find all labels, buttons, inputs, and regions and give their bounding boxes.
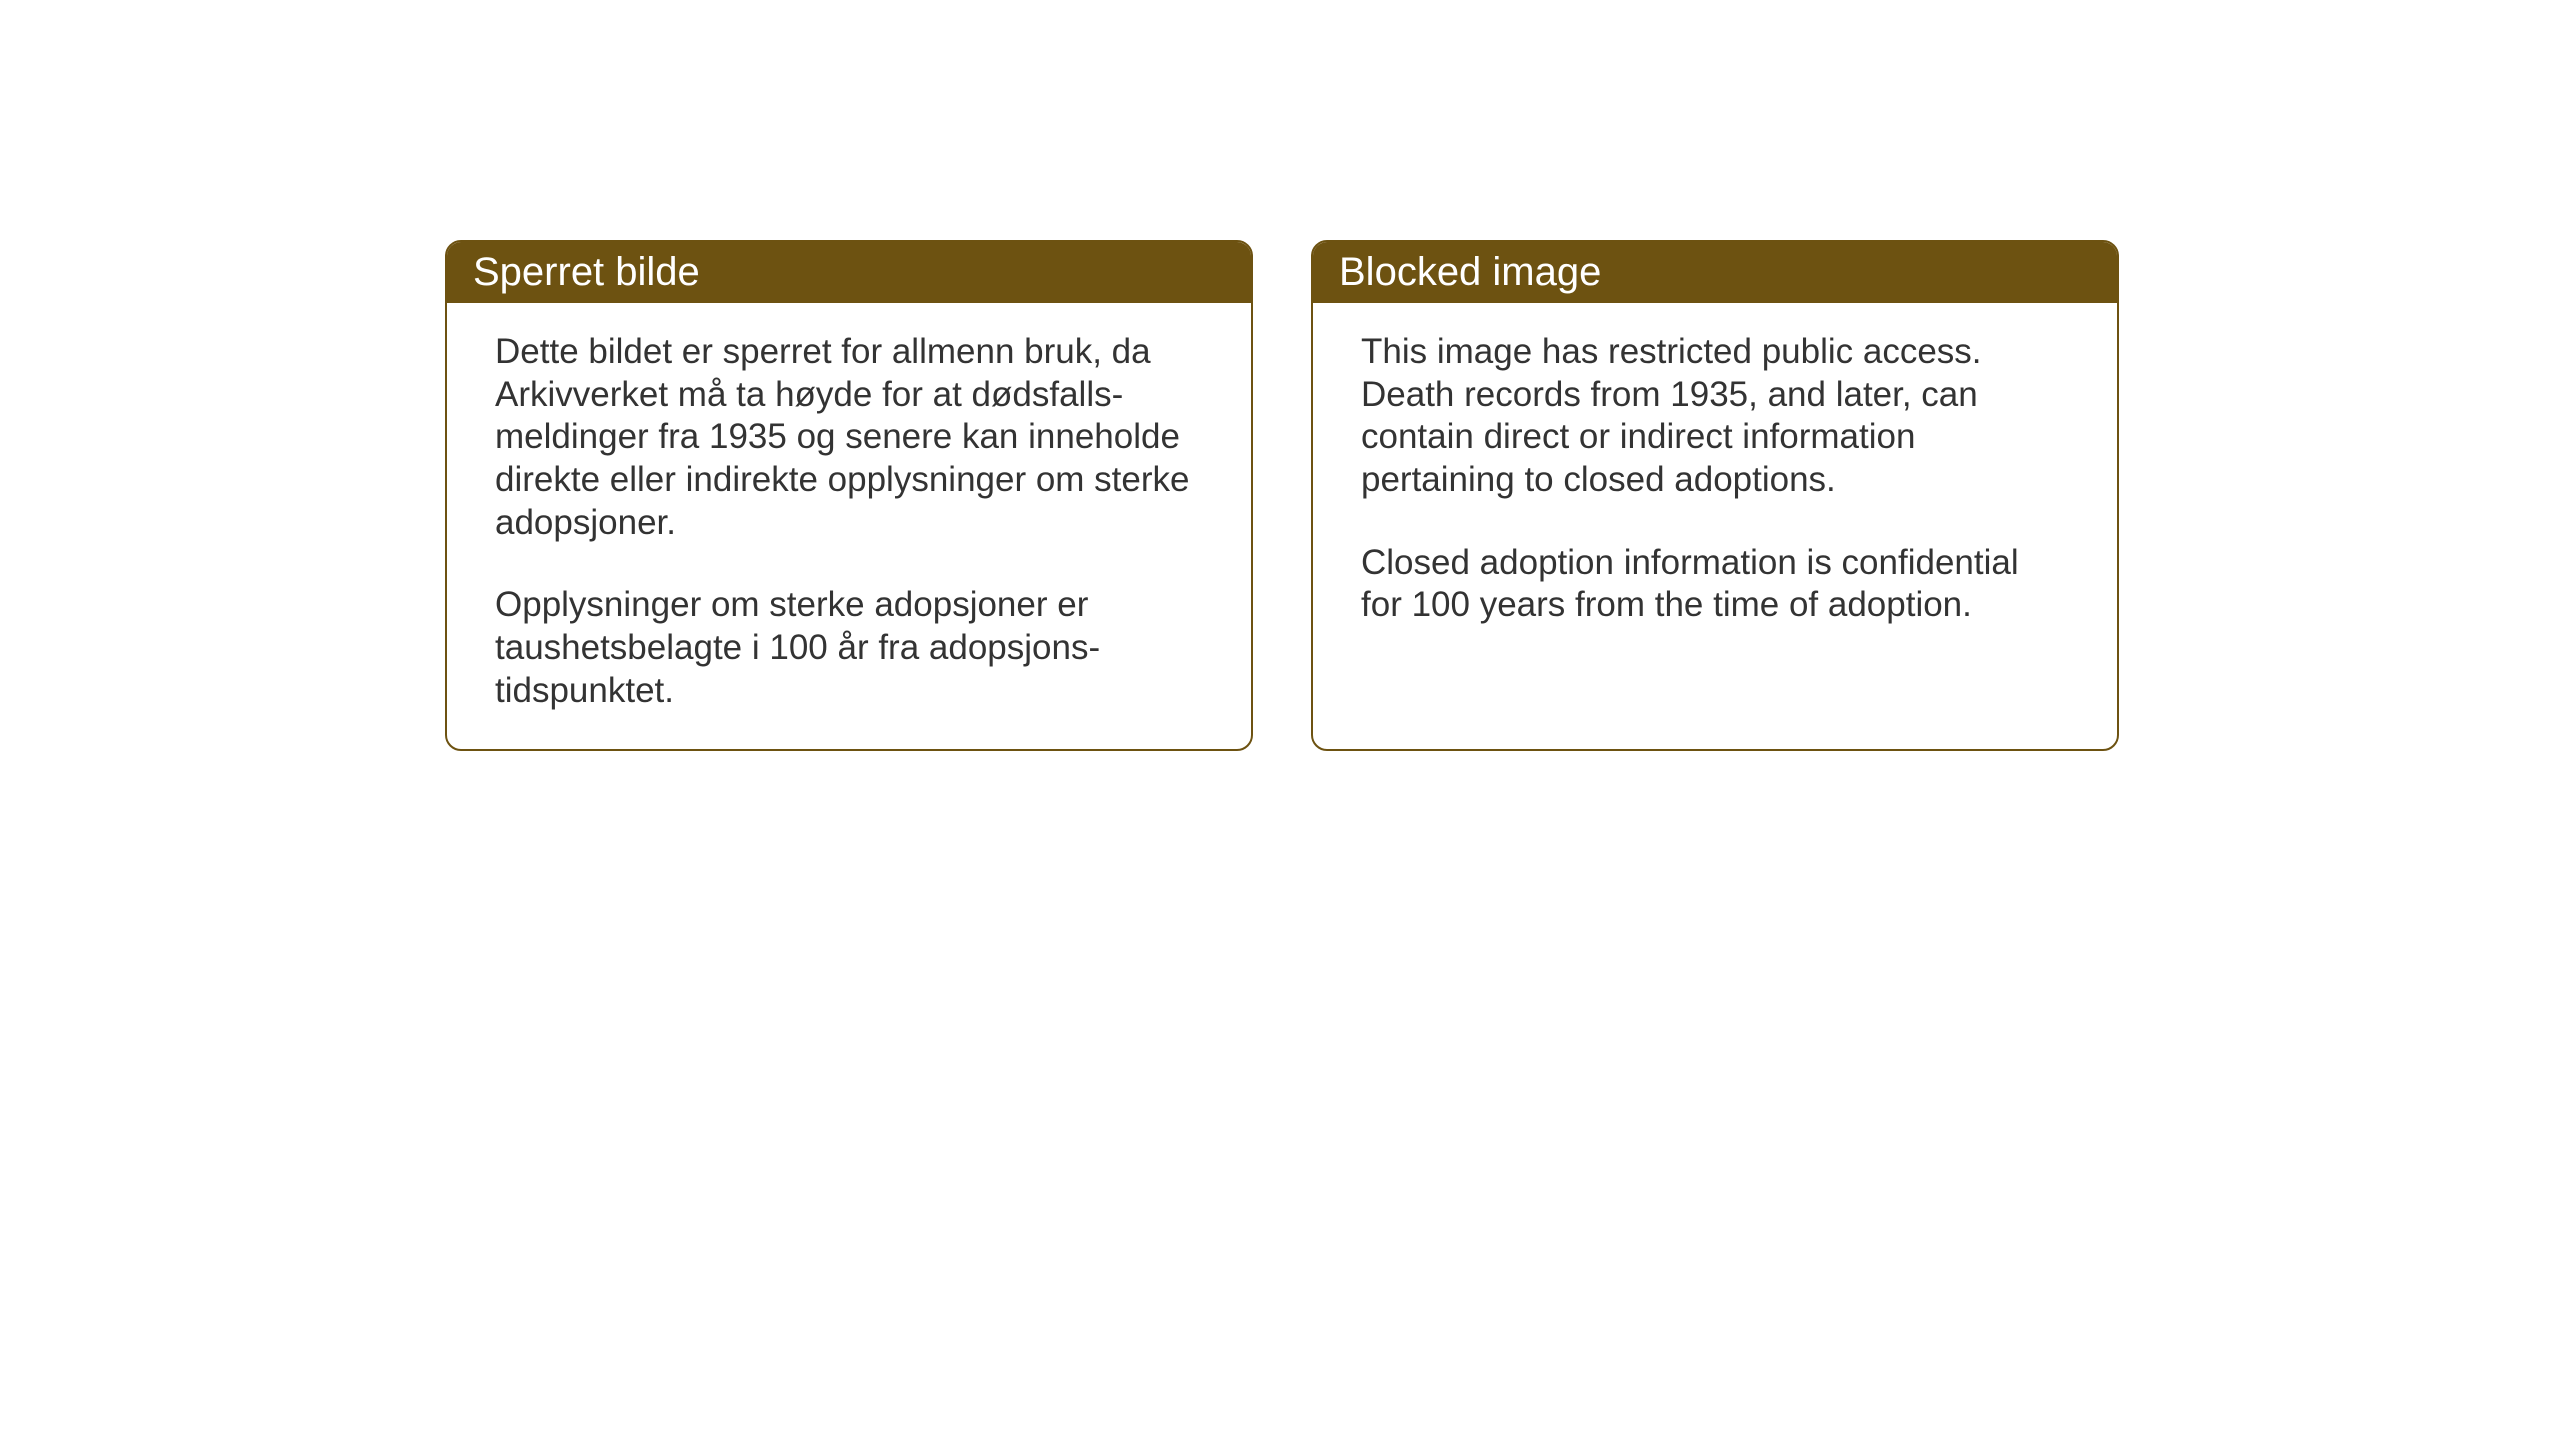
norwegian-paragraph-2: Opplysninger om sterke adopsjoner er tau… — [495, 584, 1203, 712]
norwegian-card-body: Dette bildet er sperret for allmenn bruk… — [447, 303, 1251, 749]
norwegian-card-title: Sperret bilde — [447, 242, 1251, 303]
english-paragraph-2: Closed adoption information is confident… — [1361, 542, 2069, 627]
english-notice-card: Blocked image This image has restricted … — [1311, 240, 2119, 751]
notice-cards-container: Sperret bilde Dette bildet er sperret fo… — [445, 240, 2119, 751]
norwegian-paragraph-1: Dette bildet er sperret for allmenn bruk… — [495, 331, 1203, 544]
english-card-title: Blocked image — [1313, 242, 2117, 303]
norwegian-notice-card: Sperret bilde Dette bildet er sperret fo… — [445, 240, 1253, 751]
english-paragraph-1: This image has restricted public access.… — [1361, 331, 2069, 502]
english-card-body: This image has restricted public access.… — [1313, 303, 2117, 663]
